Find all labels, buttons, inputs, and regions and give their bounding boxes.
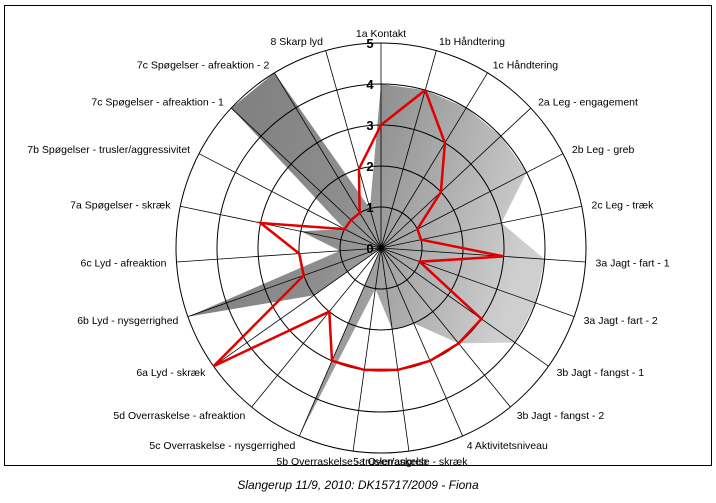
spoke	[230, 107, 382, 249]
spoke	[213, 247, 382, 367]
spoke	[176, 247, 382, 263]
r-tick-label: 3	[366, 118, 373, 133]
category-label: 8 Skarp lyd	[270, 36, 323, 48]
spoke	[251, 247, 382, 408]
category-label: 6b Lyd - nysgerrighed	[77, 315, 178, 327]
spoke	[380, 50, 437, 249]
spoke	[380, 107, 532, 249]
spoke	[380, 247, 549, 367]
spoke	[325, 50, 382, 249]
spoke	[298, 247, 382, 437]
radar-chart: 1a Kontakt 1b Håndtering 1c Håndtering 2a L…	[27, 28, 670, 467]
chart-caption: Slangerup 11/9, 2010: DK15717/2009 - Fio…	[237, 478, 479, 492]
category-label: 2c Leg - træk	[592, 199, 655, 211]
r-tick-label: 2	[366, 159, 373, 174]
spoke	[380, 247, 586, 263]
category-label: 1c Håndtering	[493, 59, 559, 71]
category-label: 7a Spøgelser - skræk	[70, 199, 171, 211]
spoke	[380, 153, 564, 249]
category-label: 7b Spøgelser - trusler/aggressivitet	[27, 144, 190, 156]
category-label: 2b Leg - greb	[572, 144, 635, 156]
spoke	[352, 247, 382, 452]
category-label: 6a Lyd - skræk	[136, 367, 206, 379]
category-label: 3b Jagt - fangst - 2	[517, 410, 605, 422]
category-label: 5b Overraskelse - trusler/angreb	[276, 456, 427, 467]
category-label: 6c Lyd - afreaktion	[81, 258, 167, 270]
series-line	[212, 88, 504, 372]
r-tick-label: 4	[366, 77, 374, 92]
category-label: 7c Spøgelser - afreaktion - 1	[91, 96, 224, 108]
spoke	[187, 247, 382, 318]
r-tick-label: 0	[366, 241, 373, 256]
spoke	[380, 205, 582, 249]
category-label: 3b Jagt - fangst - 1	[557, 367, 645, 379]
spoke	[380, 72, 488, 249]
spoke	[380, 247, 511, 408]
category-label: 3a Jagt - fart - 1	[596, 258, 670, 270]
spoke	[180, 205, 382, 249]
category-label: 5a Overraskelse - skræk	[353, 456, 468, 467]
category-label: 2a Leg - engagement	[538, 96, 638, 108]
category-label: 1a Kontakt	[356, 28, 406, 40]
spoke	[380, 247, 464, 437]
spoke	[198, 153, 382, 249]
category-label: 1b Håndtering	[439, 36, 505, 48]
series-area	[187, 72, 545, 437]
spoke	[274, 72, 382, 249]
category-label: 7c Spøgelser - afreaktion - 2	[137, 59, 270, 71]
category-label: 5c Overraskelse - nysgerrighed	[149, 440, 295, 452]
category-label: 3a Jagt - fart - 2	[584, 315, 658, 327]
category-label: 5d Overraskelse - afreaktion	[113, 410, 245, 422]
chart-frame: 1a Kontakt 1b Håndtering 1c Håndtering 2a L…	[4, 5, 712, 467]
r-tick-label: 1	[366, 200, 373, 215]
spoke	[380, 247, 575, 318]
category-label: 4 Aktivitetsniveau	[467, 440, 548, 452]
r-tick-label: 5	[366, 36, 373, 51]
spoke	[380, 247, 410, 452]
